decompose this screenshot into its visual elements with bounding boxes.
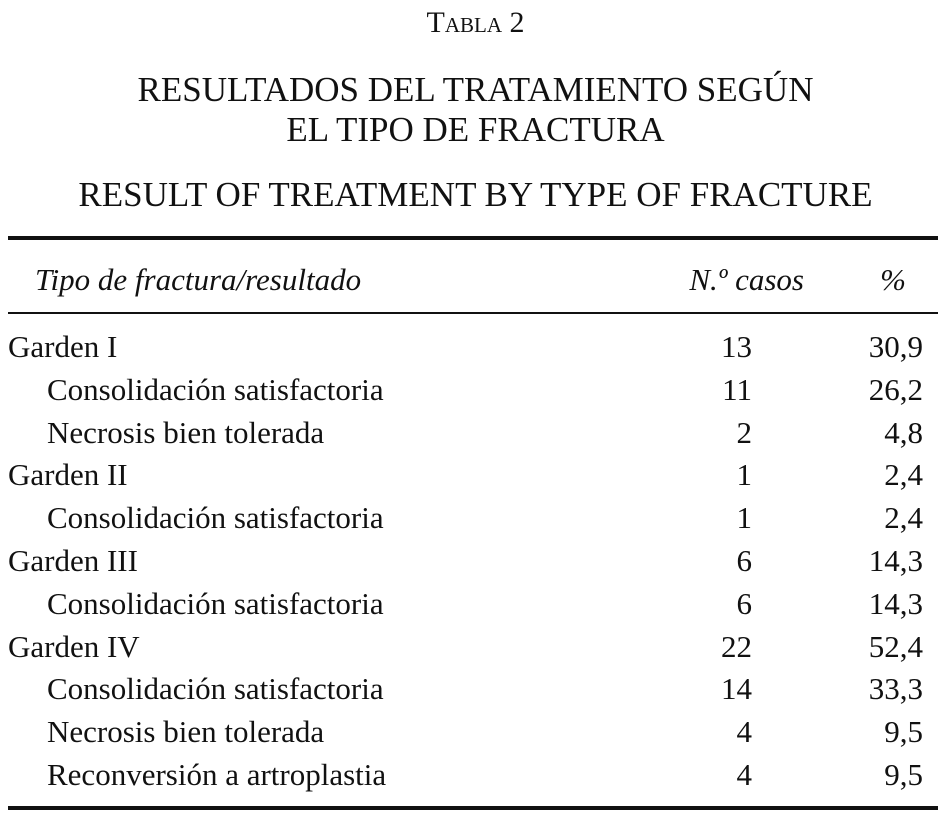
cases-cell: 6 — [736, 585, 753, 621]
percent-cell: 9,5 — [884, 757, 923, 792]
cases-cell: 4 — [736, 757, 753, 792]
cases-cell: 13 — [721, 329, 752, 364]
row-label: Consolidación satisfactoria — [47, 371, 384, 407]
row-label: Garden III — [8, 543, 138, 578]
cases-cell: 11 — [722, 371, 752, 407]
bottom-rule — [8, 806, 938, 810]
row-label: Consolidación satisfactoria — [47, 585, 384, 621]
title-en: RESULT OF TREATMENT BY TYPE OF FRACTURE — [78, 175, 873, 214]
row-label: Necrosis bien tolerada — [47, 414, 325, 450]
header-cell: % — [880, 262, 906, 297]
percent-cell: 52,4 — [868, 628, 923, 664]
percent-cell: 30,9 — [868, 329, 923, 364]
title-es: RESULTADOS DEL TRATAMIENTO SEGÚN — [137, 70, 814, 109]
percent-cell: 4,8 — [884, 414, 923, 450]
top-rule — [8, 236, 938, 240]
row-label: Reconversión a artroplastia — [47, 757, 387, 792]
cases-cell: 1 — [736, 457, 753, 493]
cases-cell: 6 — [736, 543, 753, 578]
percent-cell: 26,2 — [868, 371, 923, 407]
percent-cell: 9,5 — [884, 714, 923, 750]
row-label: Garden I — [8, 329, 118, 364]
table-label: Tabla 2 — [426, 6, 525, 39]
header-cell: Tipo de fractura/resultado — [35, 262, 362, 297]
row-label: Garden IV — [8, 628, 140, 664]
header-rule — [8, 312, 938, 314]
row-label: Consolidación satisfactoria — [47, 671, 384, 707]
percent-cell: 2,4 — [884, 457, 923, 493]
percent-cell: 2,4 — [884, 500, 923, 536]
cases-cell: 2 — [736, 414, 753, 450]
title-es: EL TIPO DE FRACTURA — [286, 110, 665, 149]
percent-cell: 14,3 — [868, 543, 923, 578]
percent-cell: 33,3 — [868, 671, 923, 707]
row-label: Consolidación satisfactoria — [47, 500, 384, 536]
row-label: Necrosis bien tolerada — [47, 714, 325, 750]
cases-cell: 1 — [736, 500, 753, 536]
percent-cell: 14,3 — [868, 585, 923, 621]
cases-cell: 14 — [721, 671, 752, 707]
cases-cell: 4 — [736, 714, 753, 750]
cases-cell: 22 — [721, 628, 752, 664]
header-cell: N.º casos — [689, 262, 804, 297]
row-label: Garden II — [8, 457, 128, 493]
